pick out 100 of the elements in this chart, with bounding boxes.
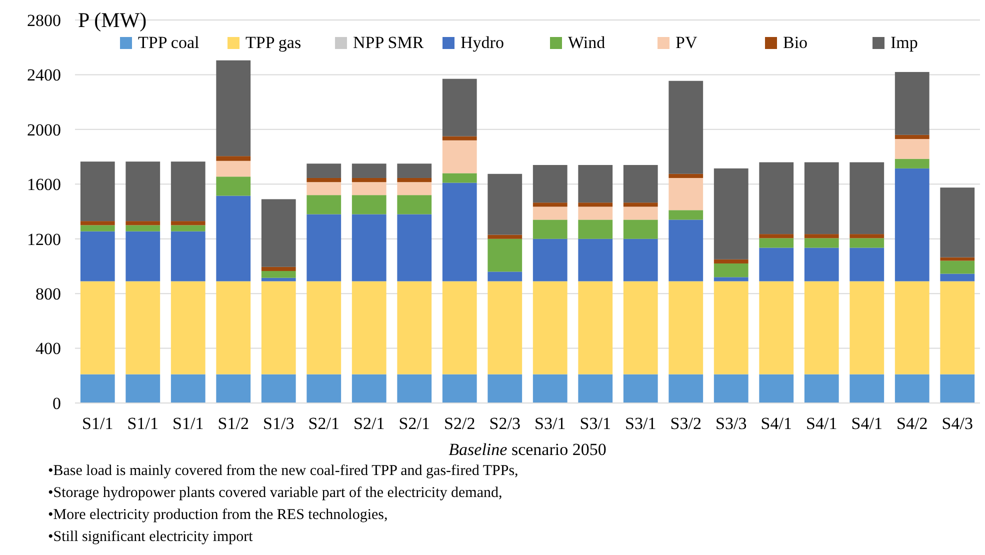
bar: [126, 374, 160, 403]
x-tick-label: S3/1: [625, 414, 656, 433]
bar: [306, 214, 342, 282]
x-tick-label: S3/3: [716, 414, 747, 433]
legend-label: NPP SMR: [353, 33, 424, 52]
bar: [488, 374, 522, 403]
bar: [261, 266, 296, 271]
bar: [306, 178, 342, 182]
bar: [442, 173, 477, 183]
bar: [714, 281, 748, 374]
bar: [488, 238, 522, 272]
bar: [216, 60, 251, 156]
bar: [261, 278, 296, 282]
bar: [850, 234, 884, 238]
bar: [80, 221, 115, 226]
bar: [759, 281, 794, 374]
legend-label: PV: [676, 33, 698, 52]
bar: [759, 162, 794, 234]
bar: [668, 374, 704, 403]
bar: [532, 202, 568, 207]
bar: [442, 182, 477, 282]
bar: [170, 281, 206, 374]
bar: [668, 281, 704, 374]
bar: [668, 220, 704, 282]
legend-label: TPP gas: [246, 33, 302, 52]
bar: [170, 225, 206, 232]
bar: [623, 220, 658, 239]
x-tick-label: S2/1: [308, 414, 340, 433]
bar: [397, 178, 432, 182]
bar: [306, 281, 342, 374]
bar: [261, 199, 296, 267]
y-tick-label: 2400: [27, 66, 61, 85]
bar: [352, 374, 386, 403]
bar: [170, 221, 206, 226]
bar: [261, 281, 296, 374]
bar: [894, 281, 930, 374]
bar: [170, 162, 206, 222]
x-tick-label: S4/1: [851, 414, 882, 433]
bar: [216, 374, 251, 403]
bar: [804, 238, 839, 248]
bar: [714, 277, 748, 282]
bar: [850, 248, 884, 282]
bar: [940, 374, 975, 403]
bar: [126, 221, 160, 226]
bar: [532, 220, 568, 239]
bar: [442, 136, 477, 140]
bar: [623, 281, 658, 374]
bar: [668, 178, 704, 210]
x-tick-label: S2/1: [354, 414, 385, 433]
bar: [397, 281, 432, 374]
bar: [894, 158, 930, 168]
y-tick-label: 800: [36, 284, 61, 304]
bar: [623, 164, 658, 203]
text: •More electricity production from the RES technologies,: [48, 507, 388, 523]
bar: [306, 374, 342, 403]
text: •Storage hydropower plants covered variable part of the electricity demand,: [48, 485, 502, 501]
bar: [578, 220, 613, 239]
bar: [714, 374, 748, 403]
text: •Still significant electricity import: [48, 529, 254, 545]
bar: [532, 374, 568, 403]
legend-label: Bio: [783, 33, 808, 52]
x-tick-label: S2/1: [398, 414, 430, 433]
bar: [126, 225, 160, 232]
legend-label: Imp: [890, 33, 918, 52]
bar: [578, 164, 613, 203]
y-tick-label: 2000: [27, 120, 61, 140]
y-tick-label: 1600: [27, 175, 61, 194]
bar: [352, 182, 386, 196]
bar: [894, 72, 930, 135]
bar: [759, 374, 794, 403]
bar: [397, 374, 432, 403]
bar: [940, 281, 975, 374]
bar: [261, 271, 296, 278]
bar: [668, 210, 704, 220]
bar: [668, 174, 704, 178]
bar: [306, 164, 342, 178]
bar: [623, 374, 658, 403]
bar: [850, 281, 884, 374]
bar: [397, 214, 432, 282]
x-tick-label: S1/1: [127, 414, 158, 433]
x-tick-label: S2/3: [489, 414, 520, 433]
bar: [216, 281, 251, 374]
bar: [442, 78, 477, 136]
bar: [940, 274, 975, 282]
bar: [578, 281, 613, 374]
bar: [216, 160, 251, 177]
bar: [850, 374, 884, 403]
bar: [532, 206, 568, 220]
bar: [397, 182, 432, 196]
bar: [714, 259, 748, 264]
bar: [804, 248, 839, 282]
bar: [488, 272, 522, 282]
x-tick-label: S1/2: [218, 414, 249, 433]
x-tick-label: S4/3: [942, 414, 973, 433]
bar: [442, 374, 477, 403]
legend-label: Wind: [568, 33, 606, 52]
bar: [442, 281, 477, 374]
bar: [80, 281, 115, 374]
bar: [850, 238, 884, 248]
bar: [714, 263, 748, 278]
